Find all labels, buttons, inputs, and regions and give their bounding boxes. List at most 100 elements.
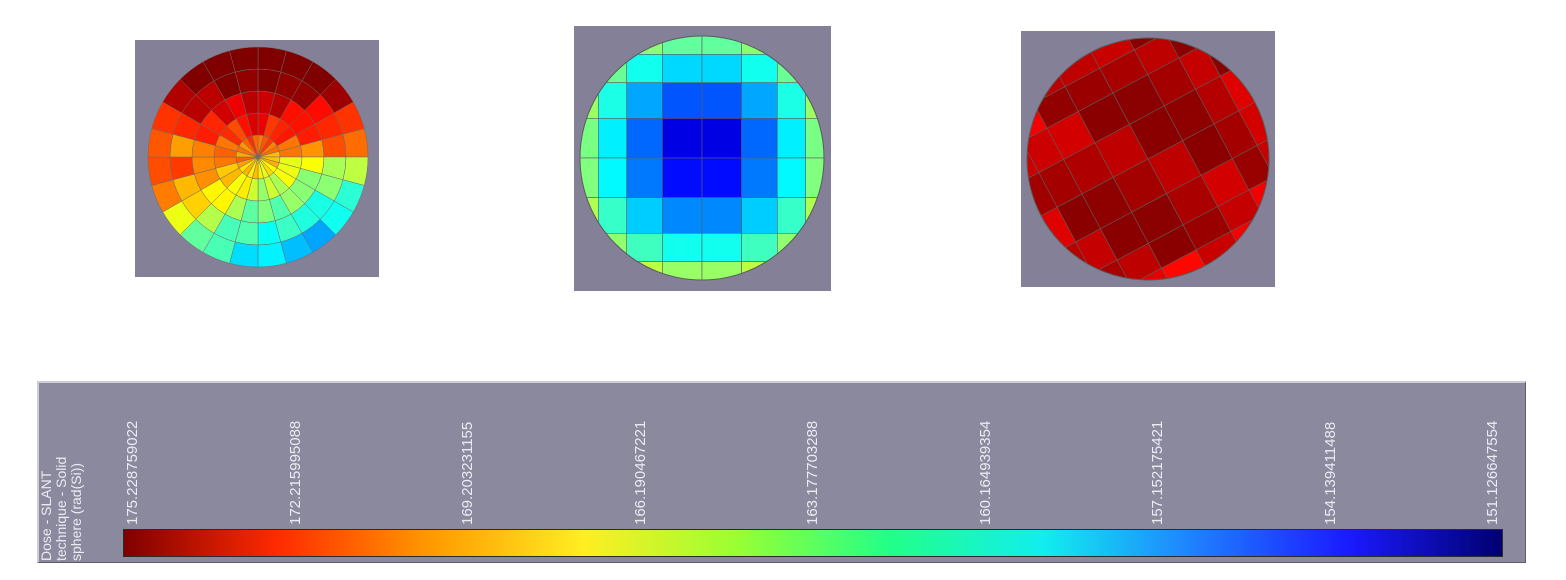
dose-cell [805, 261, 824, 280]
dose-cell [1122, 31, 1158, 35]
front-dose-sphere[interactable] [574, 26, 831, 291]
dose-cell [580, 197, 581, 234]
dose-cell [701, 157, 742, 198]
dose-cell [776, 118, 806, 159]
dose-cell [701, 36, 742, 55]
dose-cell [580, 232, 581, 262]
dose-cell [580, 36, 581, 37]
legend-tick-label: 154.139411488 [1321, 421, 1339, 525]
dose-cell [662, 82, 703, 119]
dose-cell [580, 157, 581, 198]
color-legend: Dose - SLANT technique - Solid sphere (r… [37, 381, 1526, 563]
dose-cell [1261, 201, 1275, 232]
dose-cell [1238, 230, 1274, 254]
dose-cell [776, 36, 806, 37]
dose-cell [805, 118, 824, 159]
dose-cell [580, 118, 581, 159]
dose-cell [580, 261, 581, 280]
dose-cell [626, 197, 663, 234]
dose-cell [626, 36, 663, 37]
dose-cell [598, 118, 628, 159]
colorbar [123, 529, 1503, 557]
dose-cell [823, 232, 824, 262]
sphere-outline [579, 35, 825, 281]
dose-cell [580, 279, 599, 280]
dose-cell [662, 261, 703, 280]
dose-cell [626, 261, 663, 280]
dose-cell [662, 36, 703, 55]
dose-cell [580, 118, 599, 159]
dose-cell [662, 197, 703, 234]
dose-cell [741, 54, 778, 84]
dose-cell [741, 279, 778, 280]
dose-cell [598, 232, 628, 262]
legend-tick-label: 172.215995088 [286, 420, 304, 525]
dose-cell [580, 36, 581, 55]
polar-dose-sphere[interactable] [135, 40, 379, 277]
dose-cell [1272, 133, 1275, 169]
legend-tick-label: 163.177703288 [804, 420, 821, 525]
dose-cell [598, 36, 628, 37]
dose-cell [741, 261, 778, 280]
dose-cell [1105, 284, 1140, 287]
dose-cell [580, 82, 599, 119]
dose-cell [580, 157, 599, 198]
dose-cell [701, 118, 742, 159]
dose-cell [598, 36, 628, 55]
dose-cell [1075, 272, 1106, 287]
dose-cell [626, 232, 663, 262]
dose-cell [741, 232, 778, 262]
dose-cell [823, 157, 824, 198]
dose-cell [1053, 249, 1077, 285]
dose-cell [1021, 81, 1026, 101]
dose-cell [626, 36, 663, 55]
dose-cell [805, 54, 824, 84]
dose-cell [598, 54, 628, 84]
dose-cell [823, 54, 824, 84]
front-view-panel[interactable] [574, 26, 831, 291]
dose-cell [701, 279, 742, 280]
dose-cell [580, 54, 581, 84]
legend-tick-label: 175.228759022 [124, 420, 141, 525]
dose-cell [776, 232, 806, 262]
dose-cell [1021, 149, 1024, 185]
dose-cell [1273, 167, 1275, 202]
dose-cell [823, 36, 824, 55]
dose-cell [662, 157, 703, 198]
side-view-panel[interactable] [1021, 31, 1275, 287]
dose-cell [776, 82, 806, 119]
dose-cell [1270, 217, 1275, 237]
dose-cell [805, 279, 824, 280]
dose-cell [598, 157, 628, 198]
dose-cell [776, 261, 806, 280]
dose-cell [626, 82, 663, 119]
polar-view-panel[interactable] [135, 40, 379, 277]
dose-cell [662, 232, 703, 262]
legend-tick-label: 151.126647554 [1484, 420, 1501, 525]
dose-cell [1021, 86, 1035, 117]
dose-cell [580, 36, 599, 55]
dose-cell [580, 197, 599, 234]
dose-cell [580, 36, 599, 37]
dose-cell [580, 82, 581, 119]
dose-cell [229, 46, 259, 73]
dose-cell [701, 261, 742, 280]
dose-cell [776, 157, 806, 198]
dose-cell [1156, 31, 1191, 34]
legend-tick-label: 157.152175421 [1149, 420, 1166, 525]
side-dose-sphere[interactable] [1021, 31, 1275, 287]
dose-cell [662, 118, 703, 159]
dose-cell [598, 261, 628, 280]
dose-cell [626, 118, 663, 159]
dose-cell [580, 54, 599, 84]
dose-cell [776, 197, 806, 234]
dose-cell [701, 36, 742, 37]
dose-cell [741, 36, 778, 37]
legend-tick-label: 166.190467221 [631, 420, 649, 525]
dose-cell [580, 232, 599, 262]
dose-cell [1219, 33, 1243, 69]
dose-cell [741, 82, 778, 119]
dose-cell [776, 36, 806, 55]
dose-cell [701, 197, 742, 234]
dose-cell [626, 157, 663, 198]
